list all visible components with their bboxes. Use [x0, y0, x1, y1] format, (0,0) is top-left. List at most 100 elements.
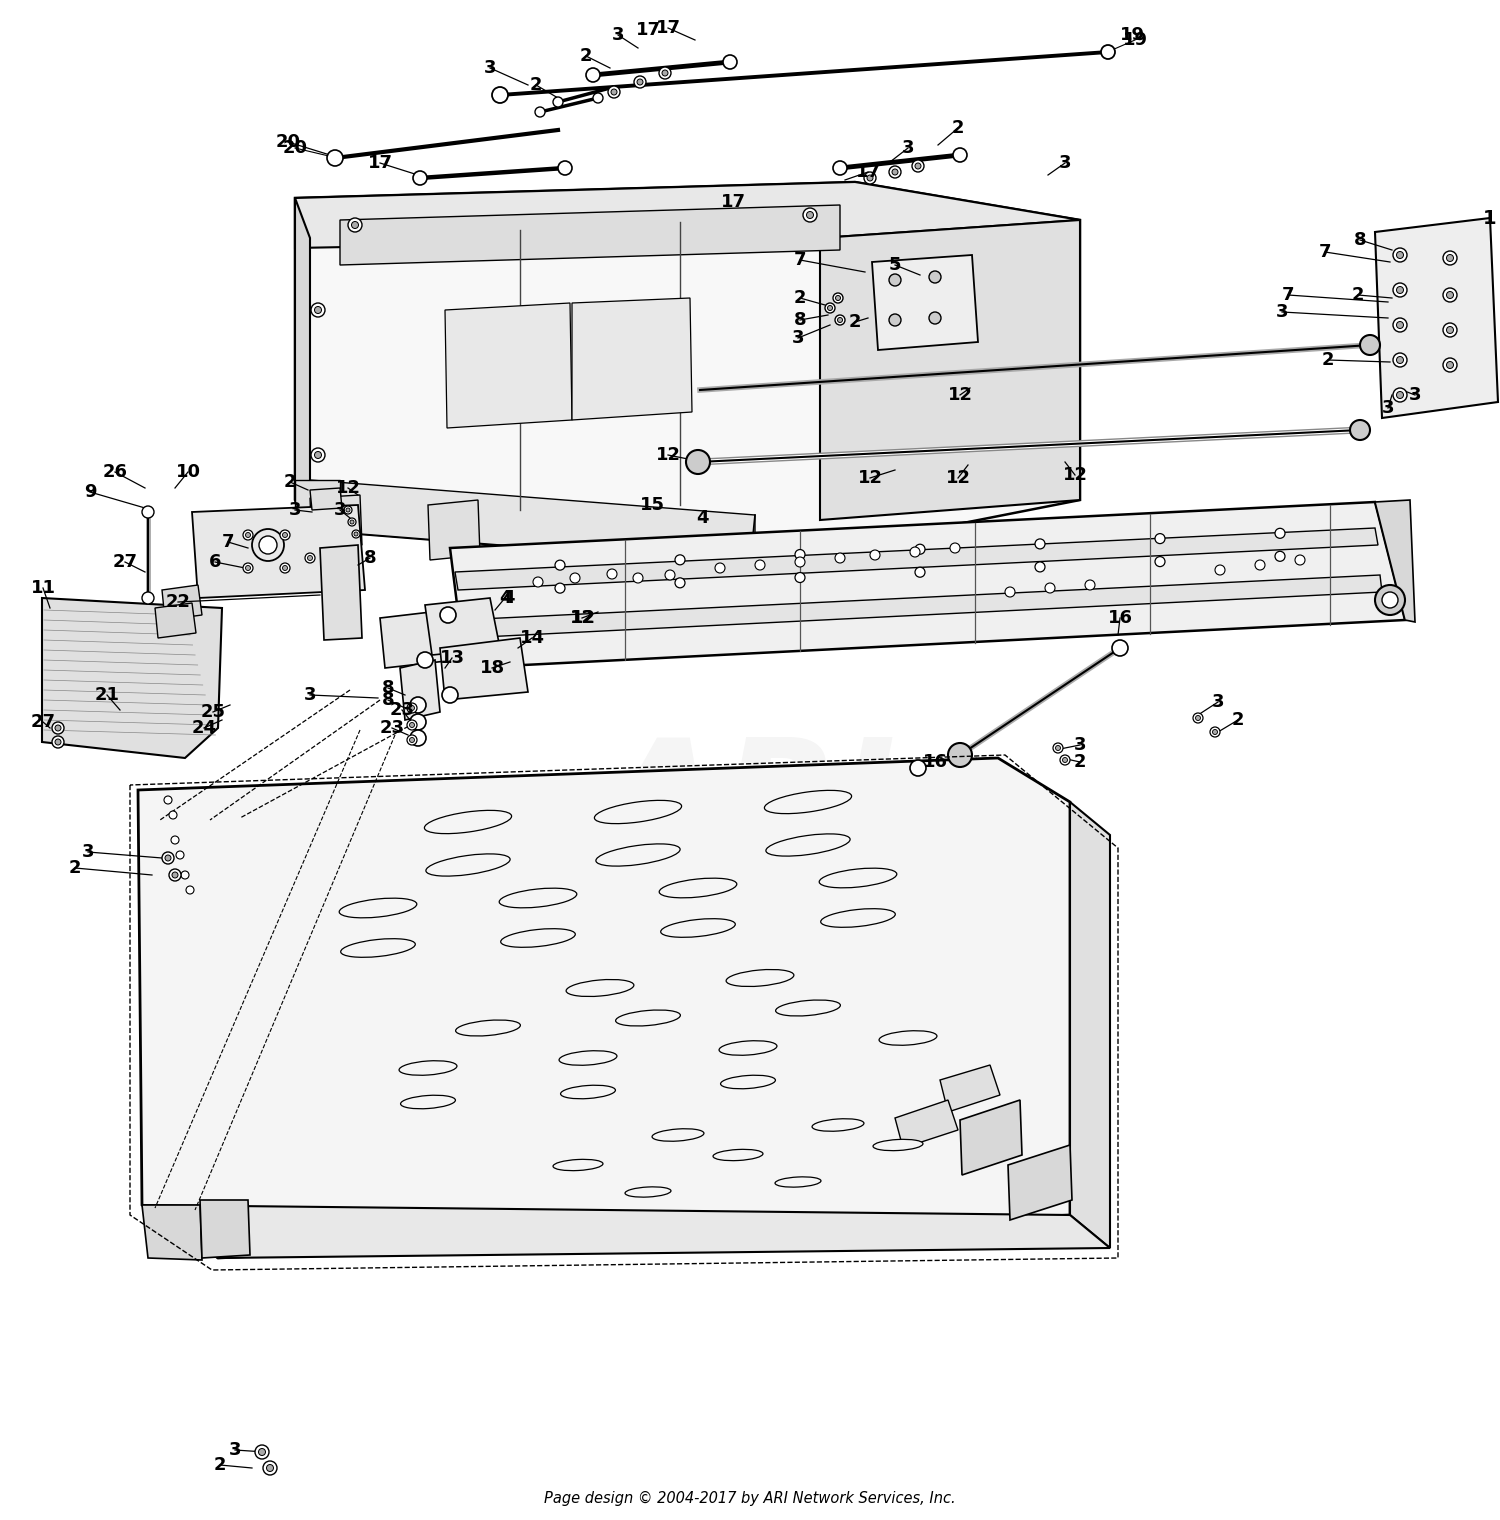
Text: 3: 3	[902, 138, 914, 157]
Circle shape	[1210, 727, 1219, 737]
Polygon shape	[200, 1199, 250, 1259]
Ellipse shape	[821, 909, 896, 927]
Circle shape	[634, 76, 646, 88]
Circle shape	[795, 556, 806, 567]
Text: 4: 4	[501, 590, 515, 606]
Circle shape	[246, 565, 250, 570]
Text: 7: 7	[222, 534, 234, 552]
Ellipse shape	[718, 1041, 777, 1055]
Text: 3: 3	[288, 502, 302, 518]
Polygon shape	[940, 1066, 1000, 1113]
Circle shape	[280, 530, 290, 540]
Circle shape	[142, 506, 154, 518]
Circle shape	[1256, 559, 1264, 570]
Polygon shape	[871, 255, 978, 350]
Text: ARI: ARI	[603, 731, 897, 880]
Circle shape	[164, 796, 172, 804]
Circle shape	[410, 737, 414, 742]
Polygon shape	[162, 585, 202, 620]
Text: 13: 13	[440, 649, 465, 667]
Text: 17: 17	[656, 20, 681, 36]
Circle shape	[282, 565, 288, 570]
Circle shape	[1443, 287, 1456, 302]
Circle shape	[1394, 353, 1407, 366]
Ellipse shape	[340, 939, 416, 958]
Circle shape	[350, 520, 354, 524]
Circle shape	[754, 559, 765, 570]
Text: 10: 10	[176, 464, 201, 480]
Polygon shape	[192, 505, 364, 597]
Text: 17: 17	[636, 21, 660, 40]
Text: 20: 20	[276, 134, 300, 150]
Text: 27: 27	[30, 713, 56, 731]
Text: 5: 5	[888, 255, 902, 274]
Circle shape	[1396, 322, 1404, 328]
Circle shape	[836, 315, 844, 325]
Circle shape	[308, 555, 312, 561]
Text: 4: 4	[498, 590, 512, 606]
Ellipse shape	[400, 1096, 456, 1108]
Ellipse shape	[561, 1085, 615, 1099]
Circle shape	[554, 97, 562, 106]
Text: 24: 24	[192, 719, 216, 737]
Circle shape	[675, 555, 686, 565]
Circle shape	[890, 166, 902, 178]
Ellipse shape	[873, 1140, 922, 1151]
Circle shape	[1446, 327, 1454, 333]
Circle shape	[1275, 529, 1286, 538]
Text: 3: 3	[483, 59, 496, 78]
Circle shape	[252, 529, 284, 561]
Circle shape	[243, 530, 254, 540]
Ellipse shape	[456, 1020, 520, 1037]
Circle shape	[406, 720, 417, 730]
Ellipse shape	[712, 1149, 764, 1161]
Ellipse shape	[626, 1187, 670, 1198]
Ellipse shape	[658, 879, 736, 898]
Text: 3: 3	[1059, 154, 1071, 172]
Circle shape	[836, 553, 844, 562]
Text: 2: 2	[530, 76, 543, 94]
Circle shape	[1394, 283, 1407, 296]
Circle shape	[638, 79, 644, 85]
Text: 8: 8	[1353, 231, 1366, 249]
Circle shape	[1056, 745, 1060, 751]
Polygon shape	[1376, 217, 1498, 418]
Text: 8: 8	[794, 312, 807, 328]
Circle shape	[410, 722, 414, 728]
Ellipse shape	[424, 810, 512, 833]
Circle shape	[1275, 552, 1286, 561]
Circle shape	[608, 87, 619, 97]
Circle shape	[346, 508, 350, 512]
Text: 7: 7	[794, 251, 807, 269]
Circle shape	[170, 869, 182, 882]
Text: 2: 2	[1074, 752, 1086, 771]
Circle shape	[833, 293, 843, 302]
Circle shape	[406, 736, 417, 745]
Circle shape	[315, 451, 321, 459]
Circle shape	[1394, 248, 1407, 261]
Text: 25: 25	[201, 702, 225, 720]
Circle shape	[910, 760, 926, 777]
Circle shape	[558, 161, 572, 175]
Circle shape	[1396, 357, 1404, 363]
Polygon shape	[296, 182, 1080, 565]
Circle shape	[608, 568, 616, 579]
Circle shape	[928, 271, 940, 283]
Circle shape	[555, 584, 566, 593]
Polygon shape	[960, 1100, 1022, 1175]
Circle shape	[282, 532, 288, 538]
Ellipse shape	[560, 1050, 616, 1066]
Circle shape	[915, 567, 926, 578]
Circle shape	[532, 578, 543, 587]
Text: 23: 23	[380, 719, 405, 737]
Circle shape	[410, 730, 426, 746]
Text: 17: 17	[368, 154, 393, 172]
Ellipse shape	[720, 1075, 776, 1088]
Circle shape	[354, 532, 358, 537]
Text: 2: 2	[284, 473, 296, 491]
Ellipse shape	[500, 888, 578, 907]
Circle shape	[828, 306, 833, 310]
Ellipse shape	[594, 801, 681, 824]
Circle shape	[255, 1446, 268, 1459]
Circle shape	[406, 702, 417, 713]
